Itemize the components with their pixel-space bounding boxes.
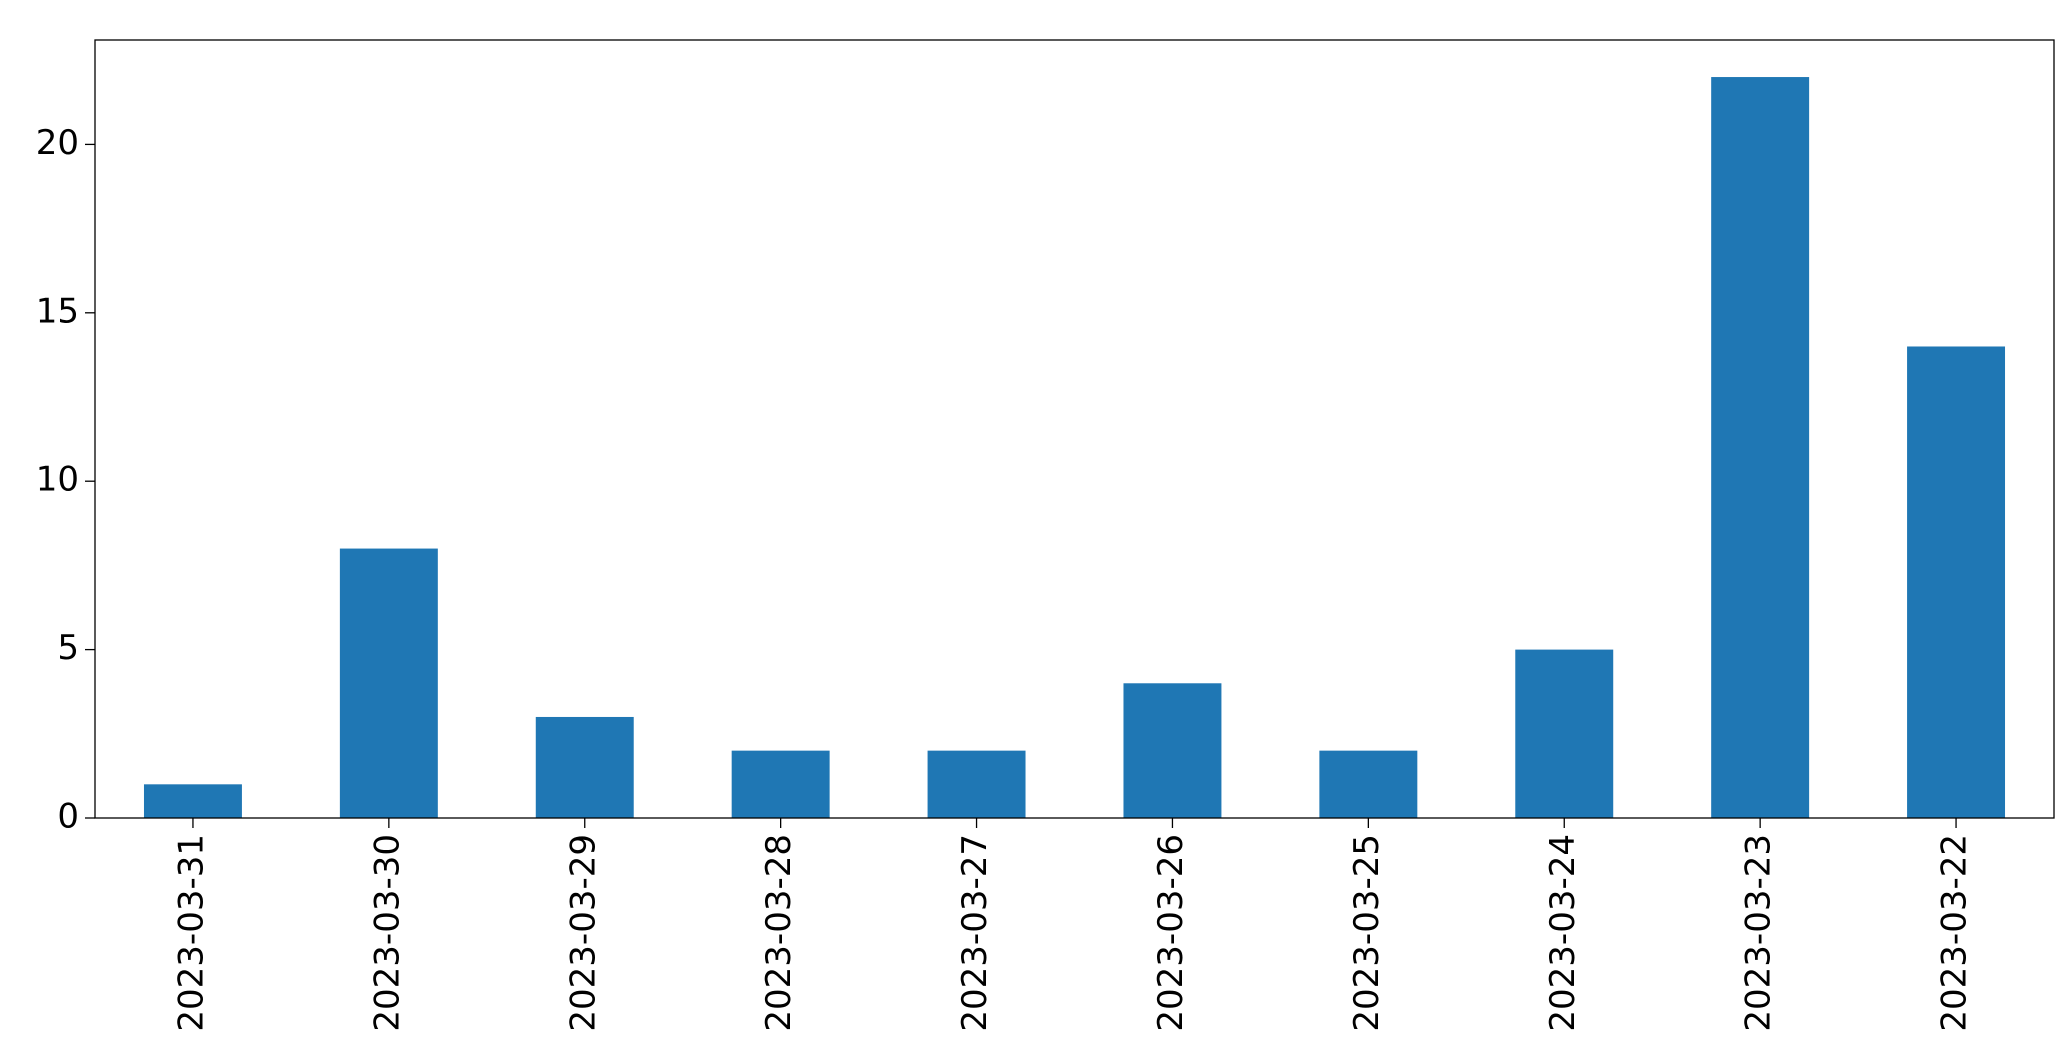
x-tick-label: 2023-03-28 [759,834,799,1032]
x-tick-label: 2023-03-25 [1347,834,1387,1032]
x-tick-label: 2023-03-26 [1151,834,1191,1032]
bar [339,548,438,818]
x-tick-label: 2023-03-22 [1935,834,1975,1032]
bar [143,784,242,818]
bar [1123,683,1222,818]
bar [1711,77,1810,819]
y-tick-label: 0 [57,797,79,837]
bar [927,750,1026,818]
bar [731,750,830,818]
bar [535,716,634,818]
x-tick-label: 2023-03-31 [171,834,211,1032]
x-tick-label: 2023-03-24 [1543,834,1583,1032]
y-tick-label: 15 [36,291,79,331]
x-tick-label: 2023-03-29 [563,834,603,1032]
x-tick-label: 2023-03-30 [367,834,407,1032]
plot-frame [94,39,2055,819]
bar [1907,346,2006,818]
bar [1515,649,1614,818]
y-tick-label: 10 [36,460,79,500]
x-tick-label: 2023-03-23 [1739,834,1779,1032]
y-tick-label: 5 [57,628,79,668]
x-tick-label: 2023-03-27 [955,834,995,1032]
y-tick-label: 20 [36,123,79,163]
bar [1319,750,1418,818]
